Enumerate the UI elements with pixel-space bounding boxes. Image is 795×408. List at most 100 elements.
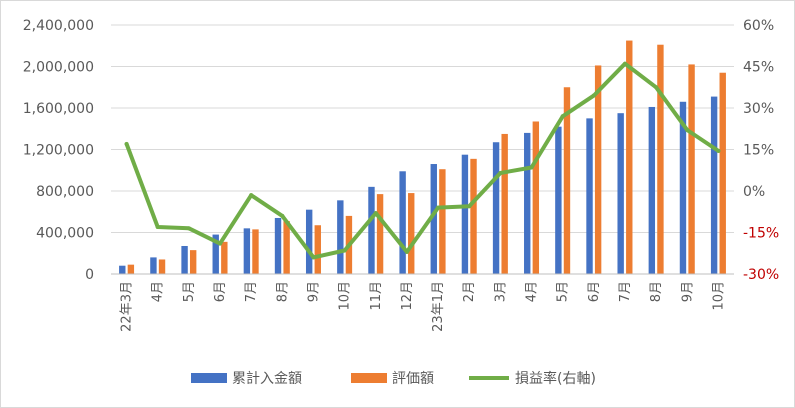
bar — [274, 217, 282, 274]
bar — [657, 44, 664, 275]
x-tick-label: 9月 — [306, 281, 321, 302]
legend-item: 損益率(右軸) — [469, 370, 596, 387]
line-series — [124, 61, 721, 260]
line-point — [342, 248, 347, 253]
legend-label: 評価額 — [392, 371, 434, 387]
x-tick-label: 3月 — [493, 281, 508, 302]
bar — [212, 234, 219, 274]
x-tick-label: 10月 — [711, 281, 726, 311]
line-point — [591, 93, 596, 98]
bar — [337, 200, 344, 274]
x-tick-label: 6月 — [587, 281, 602, 302]
bar — [189, 250, 197, 274]
bar — [555, 126, 562, 274]
bar — [399, 171, 406, 274]
x-tick-label: 6月 — [213, 281, 228, 302]
bar — [127, 264, 135, 274]
legend-label: 損益率(右軸) — [515, 370, 596, 387]
x-tick-label: 5月 — [182, 281, 197, 302]
line-point — [560, 114, 565, 119]
x-tick-label: 2月 — [462, 281, 477, 302]
line-point — [622, 61, 627, 66]
line-point — [373, 211, 378, 216]
bar — [492, 142, 500, 274]
line-point — [249, 193, 254, 198]
line-point — [436, 205, 441, 210]
legend-swatch — [351, 373, 387, 383]
line-point — [311, 255, 316, 260]
x-tick-label: 5月 — [556, 281, 571, 302]
right-tick-label: 30% — [743, 101, 774, 117]
bar — [679, 101, 687, 275]
x-tick-label: 9月 — [680, 281, 695, 302]
bar-series — [119, 40, 726, 275]
legend-label: 累計入金額 — [232, 371, 302, 387]
legend-item: 評価額 — [351, 371, 434, 387]
bar — [586, 118, 593, 274]
bar — [439, 169, 446, 274]
left-axis-ticks: 0 400,000 800,000 1,200,000 1,600,000 2,000,0… — [23, 18, 94, 283]
x-tick-label: 8月 — [275, 281, 290, 302]
bar — [710, 96, 718, 275]
bar — [305, 209, 313, 274]
bar — [617, 113, 624, 274]
right-tick-label: 60% — [743, 18, 774, 34]
bar — [252, 229, 259, 274]
line-point — [404, 249, 409, 254]
bar — [563, 87, 571, 274]
bar — [243, 228, 251, 274]
right-tick-label: -15% — [743, 226, 779, 242]
gridlines — [111, 24, 734, 233]
bar — [532, 121, 540, 274]
right-axis-ticks: -30% -15% 0% 15% 30% 45% 60% — [743, 18, 779, 283]
left-tick-label: 2,400,000 — [23, 18, 94, 34]
bar — [181, 245, 188, 274]
bar — [719, 72, 726, 274]
bar — [461, 154, 469, 274]
left-tick-label: 800,000 — [36, 184, 94, 200]
x-tick-label: 22年3月 — [120, 281, 135, 332]
line-point — [186, 226, 191, 231]
line-point — [155, 224, 160, 229]
x-tick-label: 23年1月 — [431, 281, 446, 332]
bar — [470, 158, 477, 274]
bar — [626, 40, 633, 274]
right-tick-label: -30% — [743, 267, 779, 283]
x-tick-label: 7月 — [618, 281, 633, 302]
line-point — [280, 213, 285, 218]
left-tick-label: 1,600,000 — [23, 101, 94, 117]
legend-item: 累計入金額 — [191, 371, 302, 387]
bar — [688, 64, 695, 274]
bar — [119, 265, 126, 274]
bar — [430, 164, 437, 274]
bar — [314, 225, 321, 274]
line-point — [685, 128, 690, 133]
x-tick-label: 4月 — [151, 281, 166, 302]
bar — [594, 65, 602, 275]
bar — [368, 186, 375, 274]
left-tick-label: 1,200,000 — [23, 143, 94, 159]
bar — [376, 194, 384, 274]
line-point — [124, 141, 129, 146]
bar — [501, 133, 508, 274]
line-point — [654, 85, 659, 90]
bar — [283, 221, 290, 274]
x-tick-label: 10月 — [338, 281, 353, 311]
line-point — [218, 241, 223, 246]
bar — [648, 106, 656, 275]
legend-swatch — [191, 373, 227, 383]
bar — [524, 132, 531, 274]
right-tick-label: 15% — [743, 143, 774, 159]
line-point — [716, 148, 721, 153]
left-tick-label: 2,000,000 — [23, 60, 94, 76]
right-tick-label: 0% — [743, 184, 765, 200]
bar — [221, 241, 228, 274]
bar — [408, 193, 415, 274]
series-line — [124, 61, 721, 260]
line-point — [467, 204, 472, 209]
x-axis-ticks: 22年3月 4月 5月 6月 7月 8月 9月 10月 11月 12月 23年1月 2月 3月 4月 5月 6… — [120, 281, 727, 332]
x-tick-label: 11月 — [369, 281, 384, 311]
line-point — [498, 171, 503, 176]
